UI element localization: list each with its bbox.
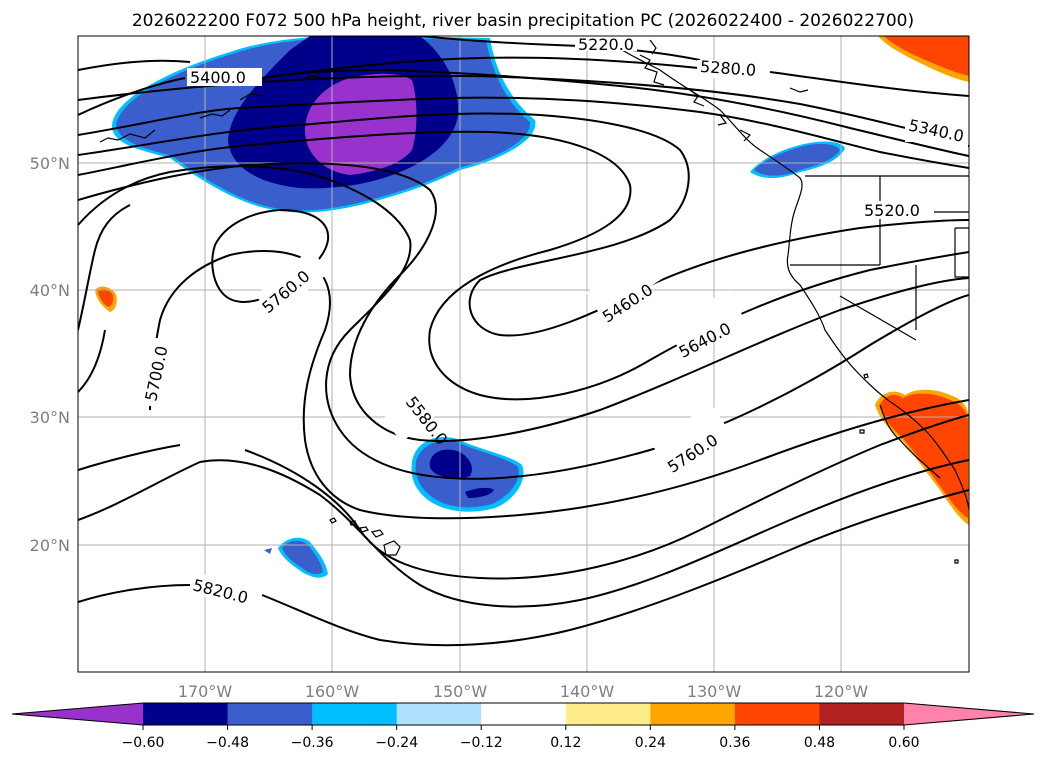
- colorbar-segment: [650, 703, 736, 725]
- contour-label-5220: 5220.0: [578, 35, 634, 54]
- colorbar-tick-label: −0.48: [206, 735, 249, 751]
- negative-precip-pacific-northwest: [750, 141, 845, 179]
- colorbar-segment: [396, 703, 482, 725]
- lat-label-30: 30°N: [30, 408, 70, 427]
- positive-precip-canada-east: [878, 36, 969, 82]
- colorbar-segment: [227, 703, 313, 725]
- positive-precip-southwest: [875, 389, 969, 525]
- colorbar-tick-label: −0.24: [375, 735, 418, 751]
- map-area: 5220.0 5280.0 5340.0 5400.0 5520.0 5460.…: [77, 35, 970, 673]
- lon-label-150w: 150°W: [433, 682, 488, 701]
- colorbar-segment: [819, 703, 905, 725]
- lon-label-170w: 170°W: [178, 682, 233, 701]
- contour-labels: 5220.0 5280.0 5340.0 5400.0 5520.0 5460.…: [138, 35, 969, 611]
- lon-label-160w: 160°W: [305, 682, 360, 701]
- colorbar-tick-label: 0.12: [550, 735, 581, 751]
- positive-precip-west-pacific: [95, 286, 117, 312]
- contour-label-5280: 5280.0: [700, 57, 757, 80]
- colorbar: −0.60 −0.48 −0.36 −0.24 −0.12 0.12 0.24 0.36 0.4…: [11, 702, 1035, 751]
- colorbar-tick-label: 0.24: [635, 735, 666, 751]
- negative-precip-hawaii-south: [264, 537, 328, 578]
- lon-label-130w: 130°W: [687, 682, 742, 701]
- coastlines: [99, 36, 969, 564]
- colorbar-segment: [565, 703, 651, 725]
- lat-label-50: 50°N: [30, 154, 70, 173]
- colorbar-tick-label: −0.12: [460, 735, 503, 751]
- colorbar-segment: [481, 703, 567, 725]
- colorbar-extend-low: [12, 703, 143, 725]
- colorbar-tick-label: −0.36: [291, 735, 334, 751]
- map-title: 2026022200 F072 500 hPa height, river ba…: [132, 11, 914, 31]
- map-border: [77, 35, 970, 673]
- contour-label-5520: 5520.0: [864, 201, 920, 220]
- contour-label-5400: 5400.0: [190, 68, 246, 87]
- colorbar-tick-label: 0.48: [804, 735, 835, 751]
- colorbar-tick-label: 0.60: [888, 735, 919, 751]
- latitude-labels: 50°N 40°N 30°N 20°N: [30, 154, 70, 555]
- colorbar-tick-label: −0.60: [122, 735, 165, 751]
- longitude-labels: 170°W 160°W 150°W 140°W 130°W 120°W: [178, 682, 869, 701]
- colorbar-segment: [312, 703, 398, 725]
- lat-label-20: 20°N: [30, 536, 70, 555]
- lon-label-120w: 120°W: [814, 682, 869, 701]
- colorbar-segment: [734, 703, 820, 725]
- negative-precip-hawaii-north: [411, 436, 524, 512]
- height-contours: [78, 36, 969, 647]
- colorbar-tick-label: 0.36: [719, 735, 750, 751]
- lon-label-140w: 140°W: [560, 682, 615, 701]
- colorbar-extend-high: [904, 703, 1034, 725]
- colorbar-segment: [143, 703, 229, 725]
- gridlines: [78, 36, 969, 672]
- lat-label-40: 40°N: [30, 281, 70, 300]
